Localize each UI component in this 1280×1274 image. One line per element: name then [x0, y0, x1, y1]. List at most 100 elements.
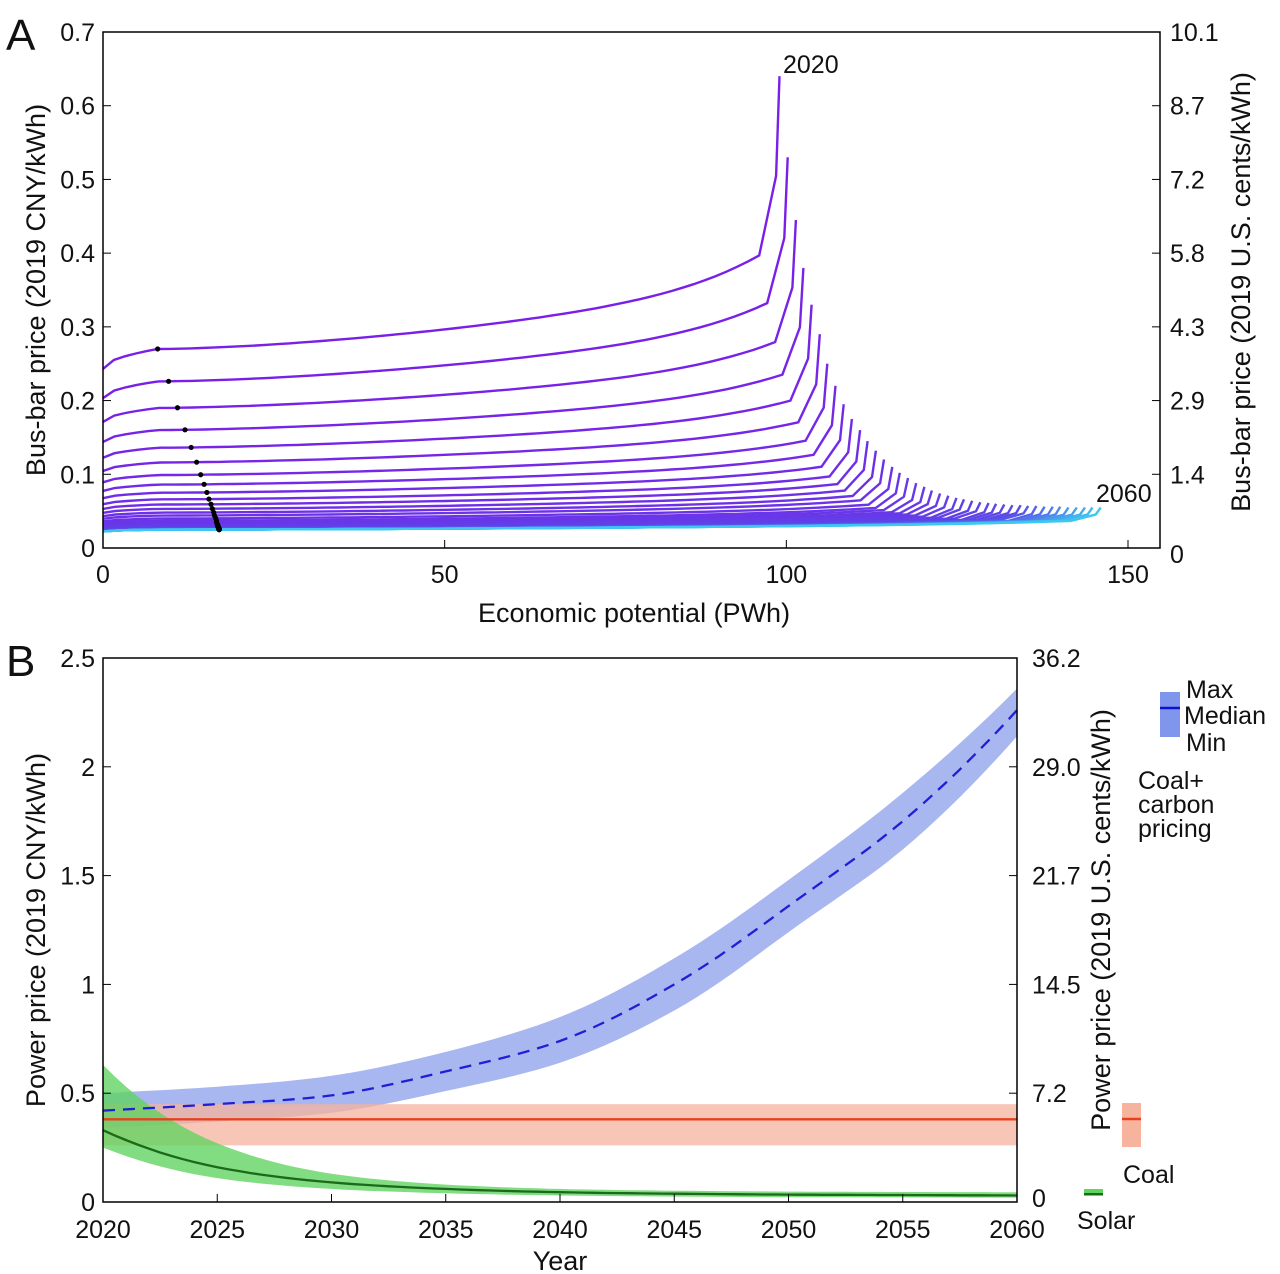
economic-point-2023: [182, 427, 188, 433]
y-right-tick-label: 7.2: [1170, 166, 1205, 194]
band-coal: [103, 1104, 1017, 1146]
supply-curve-2034: [102, 466, 894, 523]
median-line-solar: [102, 1129, 1018, 1197]
y-tick-label: 1: [81, 971, 95, 999]
supply-curve-2035: [102, 472, 901, 525]
supply-curve-2025: [102, 334, 821, 473]
economic-point-2060: [216, 526, 222, 533]
y-tick-label: 0.3: [60, 314, 95, 342]
legend-coal-carbon-1: Coal+: [1138, 767, 1204, 795]
legend-solar: Solar: [1077, 1207, 1135, 1235]
y-tick-label: 0.2: [60, 388, 95, 416]
y-tick-label: 2: [81, 754, 95, 782]
legend-solar-swatch: [1084, 1189, 1103, 1196]
y-right-tick-label: 2.9: [1170, 388, 1205, 416]
economic-point-2027: [201, 481, 207, 487]
x-tick-label: 0: [96, 561, 110, 589]
y-right-tick-label: 5.8: [1170, 240, 1205, 268]
y-right-tick-label: 8.7: [1170, 93, 1205, 121]
supply-curve-2030: [102, 429, 862, 511]
y-tick-label: 0.5: [60, 1080, 95, 1108]
legend-coal-swatch: [1122, 1103, 1141, 1147]
panel-b-chart: 2020 2025 2030 2035 2040 2045 2050 2055 2060 0 0.5…: [60, 645, 1080, 1244]
y-tick-label: 0.5: [60, 166, 95, 194]
economic-point-2024: [188, 444, 194, 451]
legend-min: Min: [1186, 729, 1226, 757]
panel-b-ylabel-right: Power price (2019 U.S. cents/kWh): [1086, 709, 1116, 1131]
x-tick-label: 2045: [646, 1216, 702, 1244]
economic-point-2026: [198, 472, 204, 478]
x-tick-label: 2030: [304, 1216, 360, 1244]
panel-a-ylabel: Bus-bar price (2019 CNY/kWh): [21, 104, 51, 476]
supply-curve-2031: [102, 440, 869, 514]
x-tick-label: 100: [765, 561, 807, 589]
y-right-tick-label: 36.2: [1032, 645, 1081, 673]
y-right-tick-label: 10.1: [1170, 19, 1219, 47]
economic-point-2029: [206, 496, 212, 502]
economic-point-2030: [208, 501, 214, 507]
supply-curve-2027: [102, 385, 837, 493]
supply-curve-2033: [102, 459, 886, 520]
panel-a-xlabel: Economic potential (PWh): [478, 598, 790, 628]
legend: Max Median Min Coal+ carbon pricing Coal…: [1077, 676, 1266, 1235]
x-tick-label: 150: [1107, 561, 1149, 589]
y-tick-label: 0: [81, 535, 95, 563]
panel-label-b: B: [6, 637, 35, 686]
panel-b-ylabel: Power price (2019 CNY/kWh): [21, 753, 51, 1107]
legend-coal: Coal: [1123, 1161, 1174, 1189]
supply-curve-2020: [102, 76, 781, 370]
legend-band-swatch: [1160, 692, 1180, 737]
supply-curve-2032: [102, 450, 878, 518]
y-right-tick-label: 7.2: [1032, 1080, 1067, 1108]
x-tick-label: 50: [431, 561, 459, 589]
panel-b-xlabel: Year: [533, 1246, 588, 1274]
y-right-tick-label: 21.7: [1032, 863, 1081, 891]
panel-label-a: A: [6, 11, 36, 60]
economic-point-2028: [204, 489, 210, 496]
band-coal-carbon-pricing: [103, 688, 1017, 1128]
y-right-tick-label: 14.5: [1032, 971, 1081, 999]
legend-coal-carbon-3: pricing: [1138, 815, 1212, 843]
economic-point-2021: [166, 378, 172, 384]
supply-curve-2023: [102, 267, 805, 443]
supply-curve-2026: [102, 363, 829, 484]
y-tick-label: 0: [81, 1189, 95, 1217]
legend-coal-carbon-2: carbon: [1138, 791, 1214, 819]
annotation-2020: 2020: [783, 51, 839, 79]
y-right-tick-label: 0: [1170, 541, 1184, 569]
economic-point-2020: [155, 346, 161, 352]
supply-curve-2029: [102, 418, 854, 506]
economic-point-2025: [194, 459, 200, 465]
supply-curve-2022: [102, 219, 798, 423]
supply-curve-2060: [102, 506, 1102, 533]
economic-point-2022: [174, 405, 181, 411]
legend-max: Max: [1186, 676, 1234, 704]
median-line-coal-carbon-pricing: [102, 709, 1018, 1112]
x-tick-label: 2040: [532, 1216, 588, 1244]
y-right-tick-label: 29.0: [1032, 754, 1081, 782]
x-tick-label: 2055: [875, 1216, 931, 1244]
y-right-tick-label: 0: [1032, 1185, 1046, 1213]
y-tick-label: 1.5: [60, 863, 95, 891]
x-tick-label: 2050: [761, 1216, 817, 1244]
y-tick-label: 0.4: [60, 240, 95, 268]
x-tick-label: 2060: [989, 1216, 1045, 1244]
x-tick-label: 2020: [75, 1216, 131, 1244]
y-tick-label: 2.5: [60, 645, 95, 673]
annotation-2060: 2060: [1096, 480, 1152, 508]
supply-curve-2021: [102, 157, 789, 400]
supply-curve-2036: [102, 477, 910, 526]
legend-median: Median: [1184, 702, 1266, 730]
x-tick-label: 2025: [189, 1216, 245, 1244]
y-tick-label: 0.7: [60, 19, 95, 47]
panel-a-ylabel-right: Bus-bar price (2019 U.S. cents/kWh): [1226, 72, 1256, 512]
y-tick-label: 0.1: [60, 461, 95, 489]
y-tick-label: 0.6: [60, 93, 95, 121]
y-right-tick-label: 4.3: [1170, 314, 1205, 342]
y-right-tick-label: 1.4: [1170, 461, 1205, 489]
supply-curve-2024: [102, 304, 813, 459]
x-tick-label: 2035: [418, 1216, 474, 1244]
supply-curve-2028: [102, 404, 845, 500]
panel-a-chart: 0 50 100 150 0 0.1 0.2 0.3 0.4 0.5 0.6 0.7 0 1.4 2.9 4.…: [60, 19, 1218, 589]
